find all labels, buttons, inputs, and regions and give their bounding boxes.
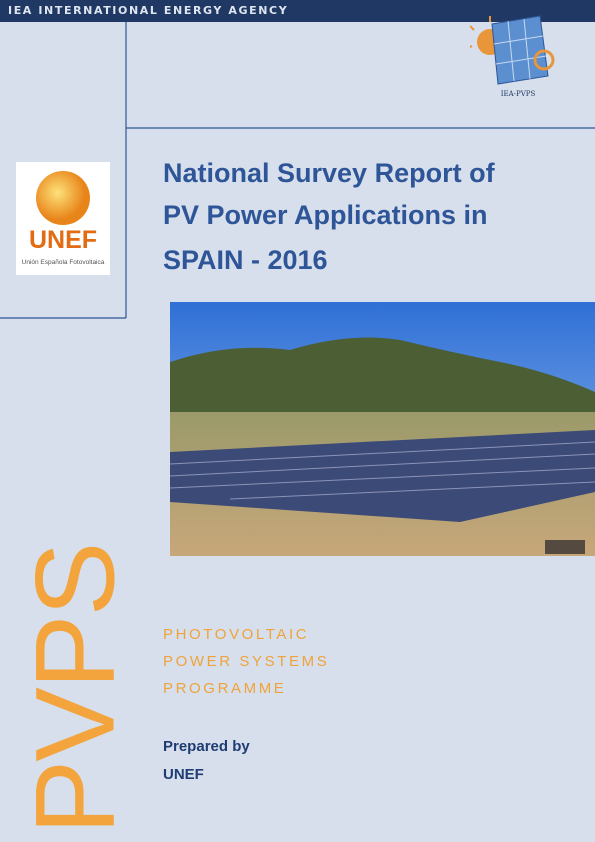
programme-line: POWER SYSTEMS — [163, 653, 330, 670]
programme-line: PHOTOVOLTAIC — [163, 626, 310, 643]
prepared-label: Prepared by — [163, 738, 250, 755]
agency-name: IEA INTERNATIONAL ENERGY AGENCY — [8, 4, 289, 17]
cover-photo — [170, 302, 595, 556]
unef-name: UNEF — [29, 226, 97, 254]
title-line: National Survey Report of — [163, 158, 495, 188]
unef-subtitle: Unión Española Fotovoltaica — [22, 259, 105, 266]
top-bar: IEA INTERNATIONAL ENERGY AGENCY — [0, 0, 595, 22]
prepared-by: UNEF — [163, 766, 204, 783]
iea-pvps-logo: IEA-PVPS — [470, 15, 555, 98]
title-line: SPAIN - 2016 — [163, 245, 328, 275]
programme-line: PROGRAMME — [163, 680, 287, 697]
unef-logo: UNEF Unión Española Fotovoltaica — [16, 162, 110, 275]
title-line: PV Power Applications in — [163, 200, 488, 230]
pvps-mark: PVPS — [12, 543, 138, 835]
logo-text: IEA-PVPS — [501, 90, 536, 98]
